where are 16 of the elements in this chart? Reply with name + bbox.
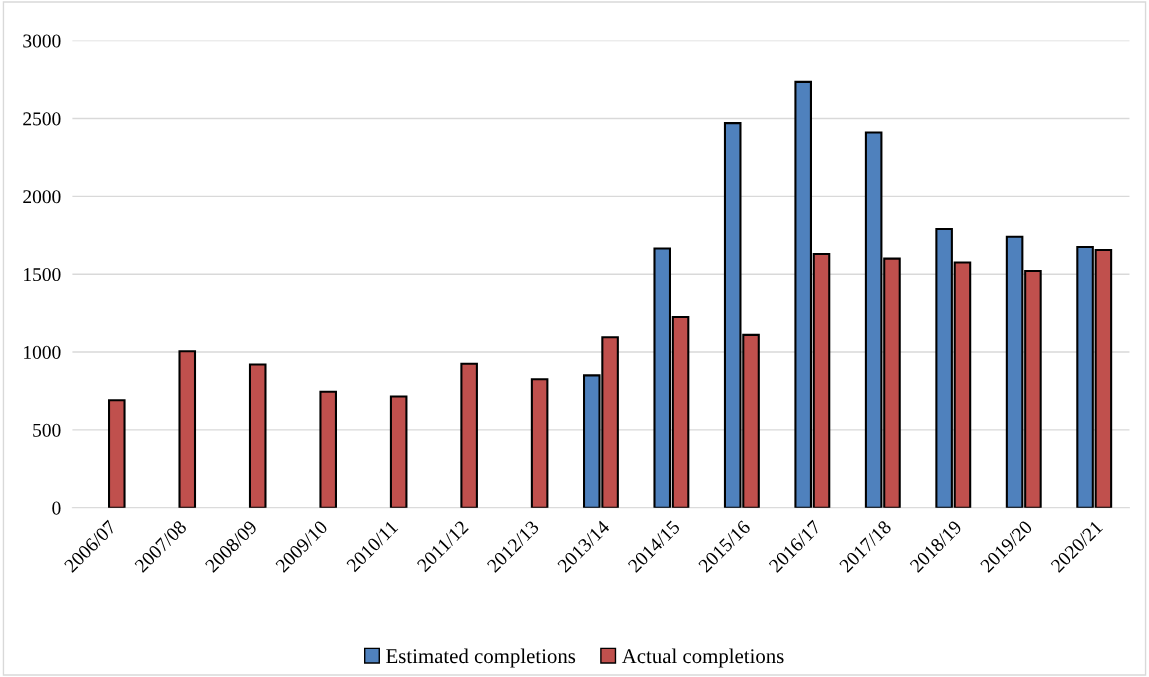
y-tick-label: 0 — [52, 501, 61, 515]
bar — [389, 395, 408, 508]
y-tick-label: 2500 — [23, 112, 61, 126]
y-tick-label: 1500 — [24, 268, 61, 282]
bar — [248, 363, 267, 508]
bar — [319, 390, 337, 508]
bar — [178, 350, 197, 508]
y-tick-label: 1000 — [24, 345, 61, 359]
y-tick-label: 2000 — [23, 190, 61, 204]
y-tick-label: 3000 — [23, 34, 61, 48]
bar — [107, 399, 126, 508]
legend-label: Estimated completions — [386, 648, 576, 668]
bar — [530, 378, 549, 508]
y-tick-label: 500 — [33, 423, 61, 437]
legend-label: Actual completions — [621, 648, 784, 668]
bar — [460, 362, 478, 508]
